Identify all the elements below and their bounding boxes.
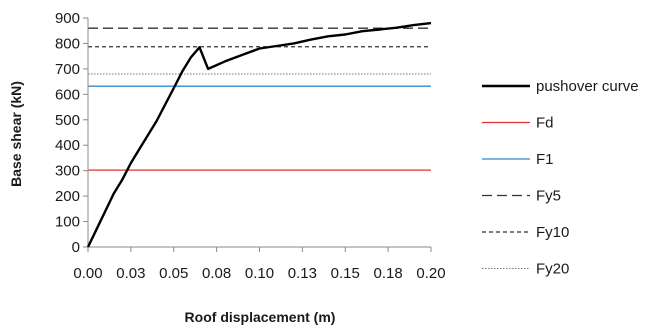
pushover-curve-line [86, 21, 432, 248]
legend: pushover curve Fd F1 Fy5 Fy10 Fy20 [482, 78, 639, 278]
x-tick-label: 0.13 [288, 265, 317, 282]
y-axis-title: Base shear (kN) [8, 81, 24, 187]
x-tick-label: 0.10 [245, 265, 274, 282]
legend-label-fy10: Fy10 [536, 224, 569, 241]
x-tick-label: 0.18 [374, 265, 403, 282]
x-axis-title: Roof displacement (m) [185, 309, 336, 325]
y-tick-label: 400 [55, 137, 80, 154]
y-tick-label: 100 [55, 214, 80, 231]
y-tick-label: 800 [55, 35, 80, 52]
tick-labels: 0 100 200 300 400 500 600 700 800 900 0.00 0.03 0.05… [55, 10, 446, 282]
x-tick-label: 0.00 [73, 265, 102, 282]
x-tick-label: 0.08 [202, 265, 231, 282]
x-tick-label: 0.05 [159, 265, 188, 282]
y-tick-label: 700 [55, 61, 80, 78]
legend-label-fy20: Fy20 [536, 261, 569, 278]
y-tick-label: 900 [55, 10, 80, 27]
legend-label-f1: F1 [536, 151, 554, 168]
x-tick-label: 0.03 [116, 265, 145, 282]
x-tick-label: 0.20 [416, 265, 445, 282]
reference-lines [88, 27, 431, 171]
x-tick-label: 0.15 [331, 265, 360, 282]
legend-label-fd: Fd [536, 115, 554, 132]
y-tick-label: 0 [72, 239, 80, 256]
y-tick-label: 600 [55, 86, 80, 103]
y-tick-label: 200 [55, 188, 80, 205]
legend-label-pushover-curve: pushover curve [536, 78, 639, 95]
pushover-curve-group [86, 21, 432, 248]
legend-label-fy5: Fy5 [536, 188, 561, 205]
axes [83, 17, 432, 252]
y-tick-label: 300 [55, 163, 80, 180]
y-tick-label: 500 [55, 112, 80, 129]
